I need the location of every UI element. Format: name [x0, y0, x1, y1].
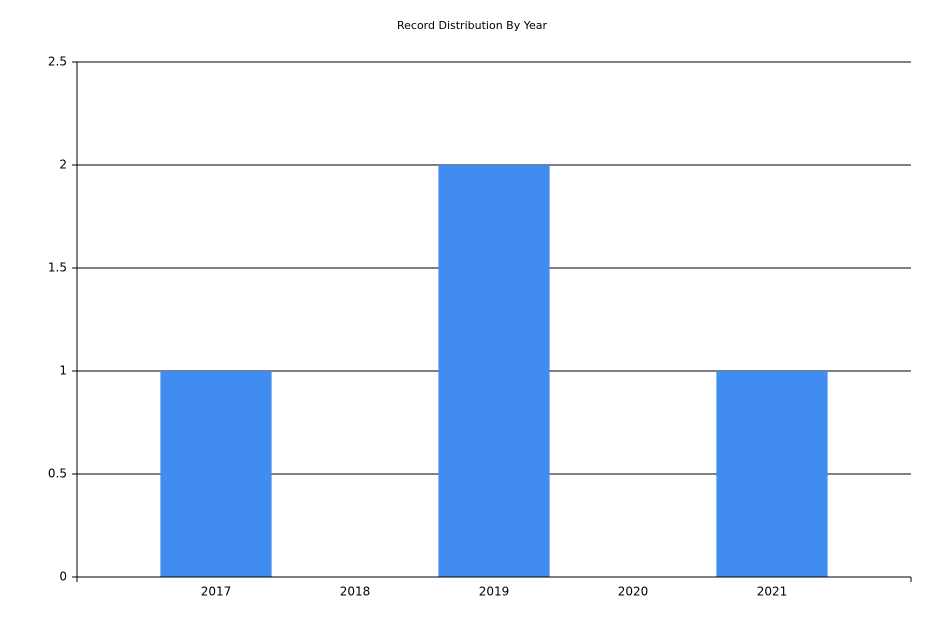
bar	[716, 371, 828, 577]
y-tick-label: 1	[59, 364, 67, 378]
chart-title: Record Distribution By Year	[397, 19, 547, 32]
y-tick-label: 0	[59, 570, 67, 584]
x-tick-label: 2018	[340, 585, 371, 599]
y-tick-label: 0.5	[48, 467, 67, 481]
y-tick-label: 2.5	[48, 55, 67, 69]
x-tick-label: 2017	[201, 585, 232, 599]
x-tick-label: 2019	[479, 585, 510, 599]
bar	[438, 165, 550, 577]
bar	[160, 371, 272, 577]
x-tick-label: 2020	[618, 585, 649, 599]
y-tick-label: 1.5	[48, 261, 67, 275]
y-tick-label: 2	[59, 158, 67, 172]
x-tick-label: 2021	[757, 585, 788, 599]
